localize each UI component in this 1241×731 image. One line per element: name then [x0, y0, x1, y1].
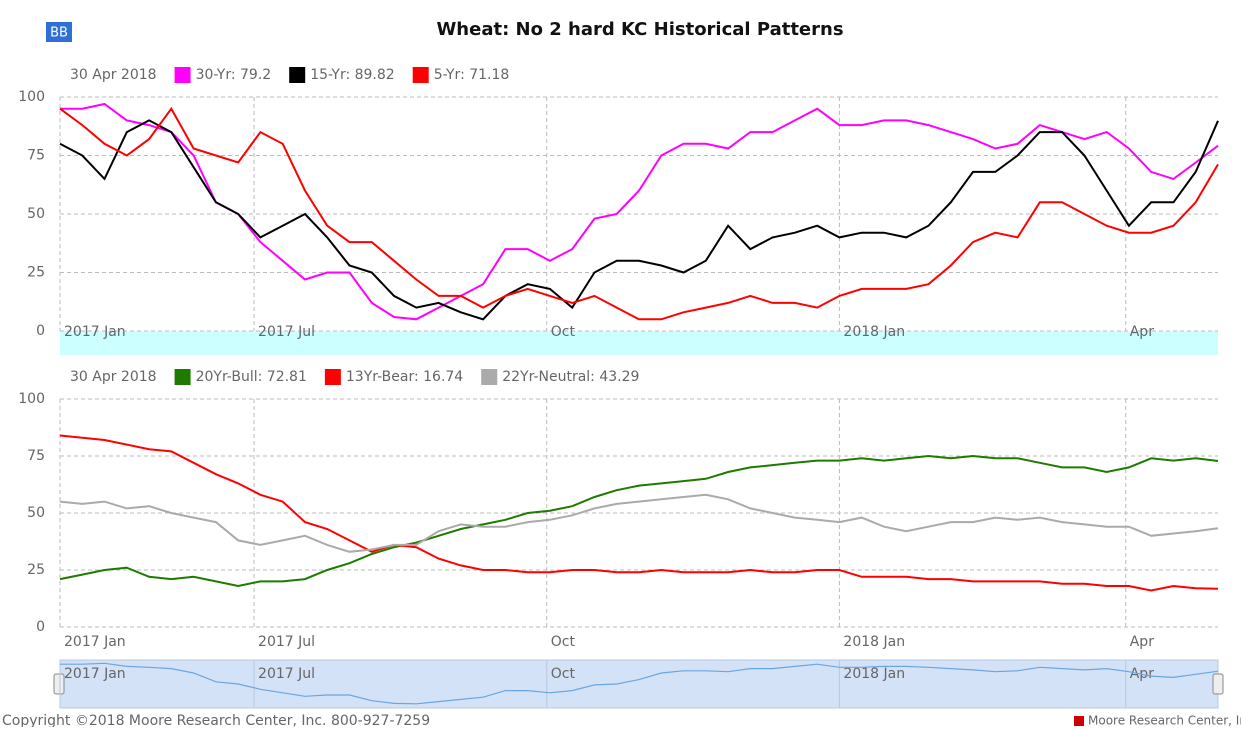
legend-label: 13Yr-Bear: 16.74	[346, 369, 463, 385]
x-tick-label: 2018 Jan	[843, 324, 905, 340]
axis-band	[60, 331, 1218, 355]
bb-button[interactable]	[46, 22, 72, 42]
series-line	[59, 119, 1219, 321]
x-tick-label: 2017 Jan	[64, 634, 126, 650]
y-tick-label: 25	[27, 562, 45, 578]
legend-swatch	[412, 67, 429, 83]
series-line	[59, 493, 1219, 553]
legend-label: 15-Yr: 89.82	[310, 67, 395, 83]
brand: Moore Research Center, Inc	[1088, 714, 1241, 728]
navigator-line	[60, 662, 1219, 705]
y-tick-label: 25	[27, 265, 45, 281]
legend-date: 30 Apr 2018	[70, 67, 157, 83]
legend-date: 30 Apr 2018	[70, 369, 157, 385]
navigator-label: Oct	[551, 666, 576, 682]
y-tick-label: 50	[27, 206, 45, 222]
x-tick-label: Oct	[551, 324, 576, 340]
legend-swatch	[324, 369, 341, 385]
x-tick-label: Oct	[551, 634, 576, 650]
y-tick-label: 0	[36, 323, 45, 339]
x-tick-label: 2017 Jan	[64, 324, 126, 340]
x-tick-label: 2018 Jan	[843, 634, 905, 650]
legend-label: 30-Yr: 79.2	[196, 67, 272, 83]
series-line	[59, 434, 1219, 592]
legend-label: 20Yr-Bull: 72.81	[196, 369, 307, 385]
series-line	[59, 106, 1219, 321]
y-tick-label: 50	[27, 505, 45, 521]
navigator-label: 2017 Jan	[64, 666, 126, 682]
y-tick-label: 75	[27, 448, 45, 464]
series-line	[60, 102, 1219, 321]
y-tick-label: 100	[18, 391, 45, 407]
legend-label: 22Yr-Neutral: 43.29	[502, 369, 639, 385]
x-tick-label: 2017 Jul	[258, 324, 315, 340]
x-tick-label: Apr	[1130, 634, 1154, 650]
legend-label: 5-Yr: 71.18	[434, 67, 510, 83]
series-line	[59, 454, 1219, 588]
y-tick-label: 75	[27, 148, 45, 164]
copyright: Copyright ©2018 Moore Research Center, I…	[2, 713, 430, 727]
legend-swatch	[481, 369, 498, 385]
bb-label[interactable]: BB	[50, 26, 68, 41]
y-tick-label: 100	[18, 89, 45, 105]
chart-title: Wheat: No 2 hard KC Historical Patterns	[436, 19, 843, 40]
navigator-handle[interactable]	[1212, 673, 1224, 695]
x-tick-label: 2017 Jul	[258, 634, 315, 650]
navigator-label: 2017 Jul	[258, 666, 315, 682]
legend-swatch	[289, 67, 306, 83]
y-tick-label: 0	[36, 619, 45, 635]
navigator-label: 2018 Jan	[843, 666, 905, 682]
legend-swatch	[174, 67, 191, 83]
navigator-handle[interactable]	[53, 673, 65, 695]
legend-swatch	[174, 369, 191, 385]
x-tick-label: Apr	[1130, 324, 1154, 340]
brand-icon	[1074, 716, 1084, 726]
